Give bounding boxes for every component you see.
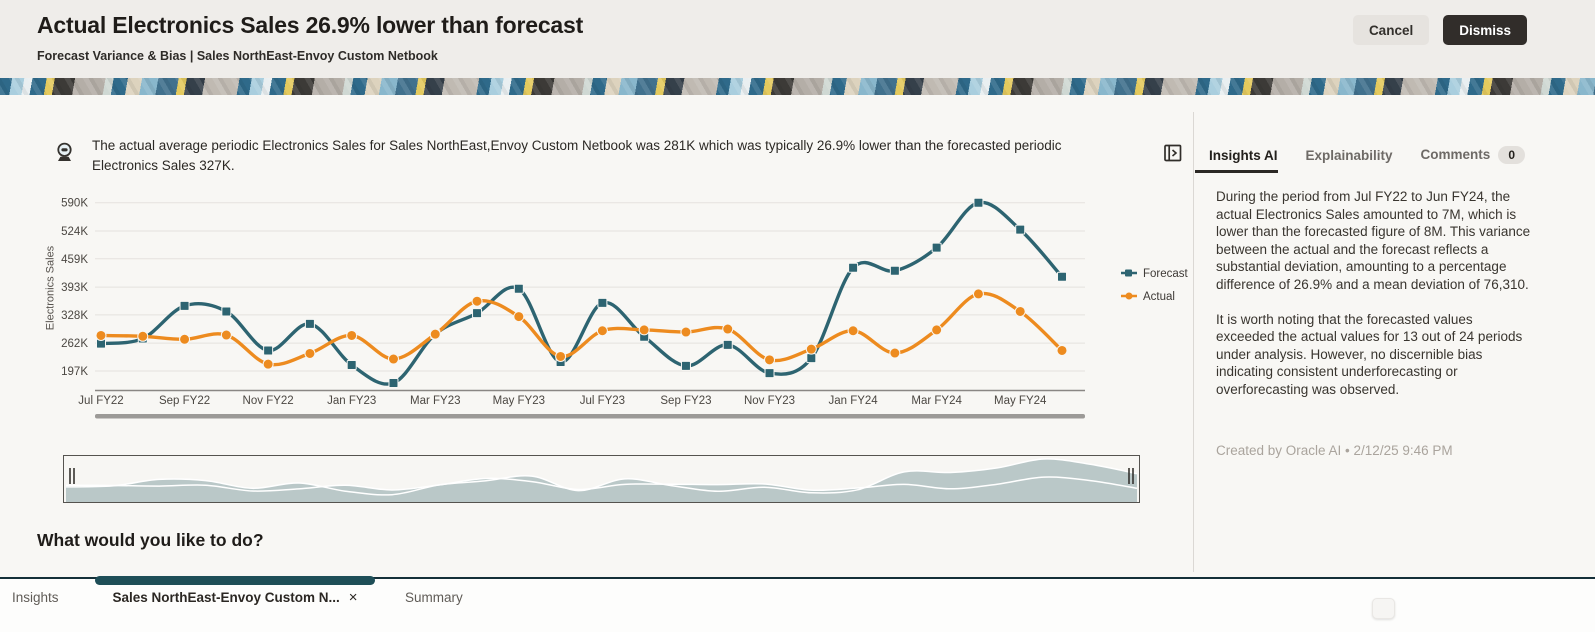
tab-explainability-label: Explainability — [1305, 147, 1393, 163]
svg-text:Electronics Sales: Electronics Sales — [45, 245, 57, 330]
panel-collapse-icon[interactable] — [1164, 144, 1182, 167]
svg-text:Jul FY23: Jul FY23 — [580, 395, 625, 407]
svg-text:Nov FY22: Nov FY22 — [243, 395, 294, 407]
insight-lamp-icon — [55, 140, 74, 168]
tab-insights-ai-label: Insights AI — [1209, 147, 1278, 163]
bottom-tab-active-label: Sales NorthEast-Envoy Custom N... — [112, 590, 340, 605]
prompt-heading: What would you like to do? — [37, 530, 264, 550]
tab-explainability[interactable]: Explainability — [1306, 148, 1393, 163]
bottom-tab-bar — [0, 579, 1595, 632]
floating-widget[interactable] — [1372, 598, 1395, 619]
svg-text:May FY24: May FY24 — [994, 395, 1047, 407]
svg-text:Nov FY23: Nov FY23 — [744, 395, 795, 407]
created-by-text: Created by Oracle AI • 2/12/25 9:46 PM — [1216, 443, 1453, 458]
svg-text:459K: 459K — [61, 254, 88, 266]
svg-text:393K: 393K — [61, 282, 88, 294]
svg-text:Jan FY24: Jan FY24 — [828, 395, 878, 407]
svg-text:Actual: Actual — [1143, 291, 1175, 303]
bottom-tab-summary[interactable]: Summary — [405, 590, 463, 605]
svg-text:Mar FY23: Mar FY23 — [410, 395, 461, 407]
decorative-banner — [0, 78, 1595, 95]
svg-text:May FY23: May FY23 — [493, 395, 545, 407]
tab-insights-ai[interactable]: Insights AI — [1195, 147, 1278, 173]
bottom-tab-insights[interactable]: Insights — [12, 590, 59, 605]
insights-ai-text: During the period from Jul FY22 to Jun F… — [1216, 189, 1531, 397]
insight-description: The actual average periodic Electronics … — [92, 138, 1062, 173]
svg-text:197K: 197K — [61, 366, 88, 378]
svg-text:524K: 524K — [61, 226, 88, 238]
svg-text:Jul FY22: Jul FY22 — [78, 395, 123, 407]
bottom-tab-active[interactable]: Sales NorthEast-Envoy Custom N... × — [95, 589, 375, 606]
page-title: Actual Electronics Sales 26.9% lower tha… — [37, 12, 584, 38]
bottom-bar-border — [0, 577, 1595, 579]
tab-comments[interactable]: Comments 0 — [1421, 146, 1525, 164]
page-subtitle: Forecast Variance & Bias | Sales NorthEa… — [37, 49, 438, 63]
panel-tabs: Insights AI Explainability Comments 0 — [1195, 146, 1525, 173]
cancel-button[interactable]: Cancel — [1352, 15, 1430, 45]
tab-comments-label: Comments — [1420, 147, 1491, 162]
svg-text:Sep FY22: Sep FY22 — [159, 395, 210, 407]
svg-text:Sep FY23: Sep FY23 — [660, 395, 711, 407]
close-tab-icon[interactable]: × — [348, 589, 358, 606]
comments-count-badge: 0 — [1498, 146, 1525, 164]
svg-text:Mar FY24: Mar FY24 — [911, 395, 962, 407]
chart-overview-brush[interactable] — [63, 455, 1140, 503]
forecast-vs-actual-line-chart[interactable]: 197K 262K 328K 393K 459K 524K 590K Electronics … — [40, 185, 1190, 425]
svg-text:Forecast: Forecast — [1143, 268, 1189, 280]
dismiss-button[interactable]: Dismiss — [1443, 15, 1527, 45]
header-actions: Cancel Dismiss — [1352, 15, 1527, 45]
panel-divider — [1193, 112, 1194, 572]
svg-text:328K: 328K — [61, 310, 88, 322]
svg-text:590K: 590K — [61, 198, 88, 210]
svg-text:262K: 262K — [61, 338, 88, 350]
active-tab-indicator — [95, 576, 375, 585]
header: Actual Electronics Sales 26.9% lower tha… — [0, 0, 1595, 78]
svg-text:Jan FY23: Jan FY23 — [327, 395, 376, 407]
